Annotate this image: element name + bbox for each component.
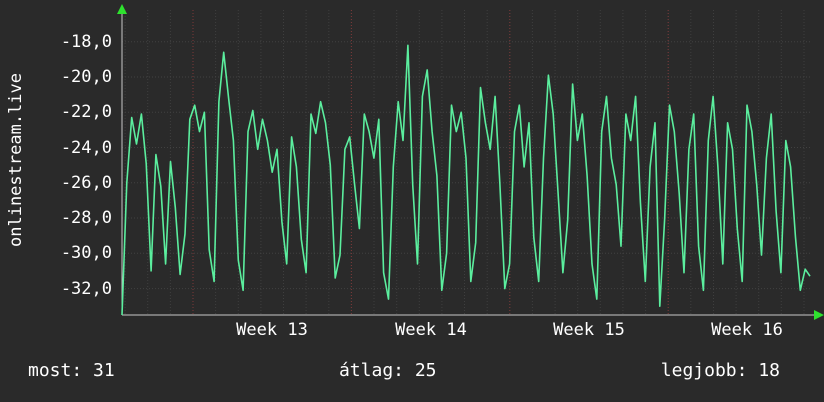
x-tick-label: Week 15 xyxy=(553,320,625,340)
y-tick-label: -32,0 xyxy=(60,279,112,299)
x-tick-label: Week 13 xyxy=(236,320,308,340)
x-tick-label: Week 14 xyxy=(395,320,467,340)
y-tick-label: -24,0 xyxy=(60,138,112,158)
stat-legjobb: legjobb: 18 xyxy=(660,360,780,381)
stat-most: most: 31 xyxy=(28,360,115,381)
y-tick-label: -26,0 xyxy=(60,173,112,193)
x-tick-label: Week 16 xyxy=(711,320,783,340)
y-tick-label: -18,0 xyxy=(60,32,112,52)
y-tick-label: -20,0 xyxy=(60,67,112,87)
y-tick-label: -30,0 xyxy=(60,243,112,263)
y-tick-label: -22,0 xyxy=(60,102,112,122)
signal-line xyxy=(121,44,811,316)
x-axis-arrow-icon xyxy=(814,310,824,320)
y-tick-label: -28,0 xyxy=(60,208,112,228)
stats-row: most: 31 átlag: 25 legjobb: 18 xyxy=(0,360,824,381)
y-axis-arrow-icon xyxy=(117,4,127,14)
stat-atlag: átlag: 25 xyxy=(338,360,437,381)
